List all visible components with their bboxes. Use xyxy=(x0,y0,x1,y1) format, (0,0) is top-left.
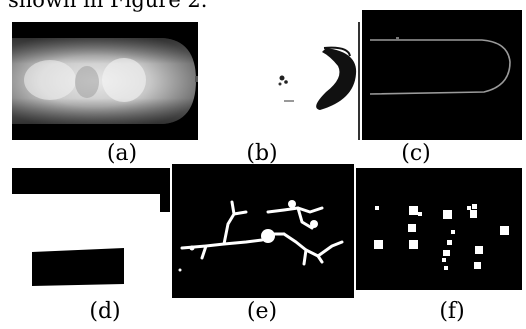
panel-a-label: (a) xyxy=(106,141,138,166)
panel-b-image xyxy=(198,22,362,140)
panel-e-label: (e) xyxy=(246,299,278,324)
panel-c-label: (c) xyxy=(401,141,431,166)
panel-f-image xyxy=(356,168,522,290)
panel-b-label: (b) xyxy=(246,141,278,166)
panel-e-image xyxy=(172,164,354,298)
caption-fragment: shown in Figure 2. xyxy=(8,0,208,12)
panel-c-image xyxy=(362,10,522,140)
panel-f-label: (f) xyxy=(439,299,465,324)
panel-d-image xyxy=(12,168,170,290)
panel-d-label: (d) xyxy=(89,299,121,324)
panel-a-image xyxy=(12,22,198,140)
